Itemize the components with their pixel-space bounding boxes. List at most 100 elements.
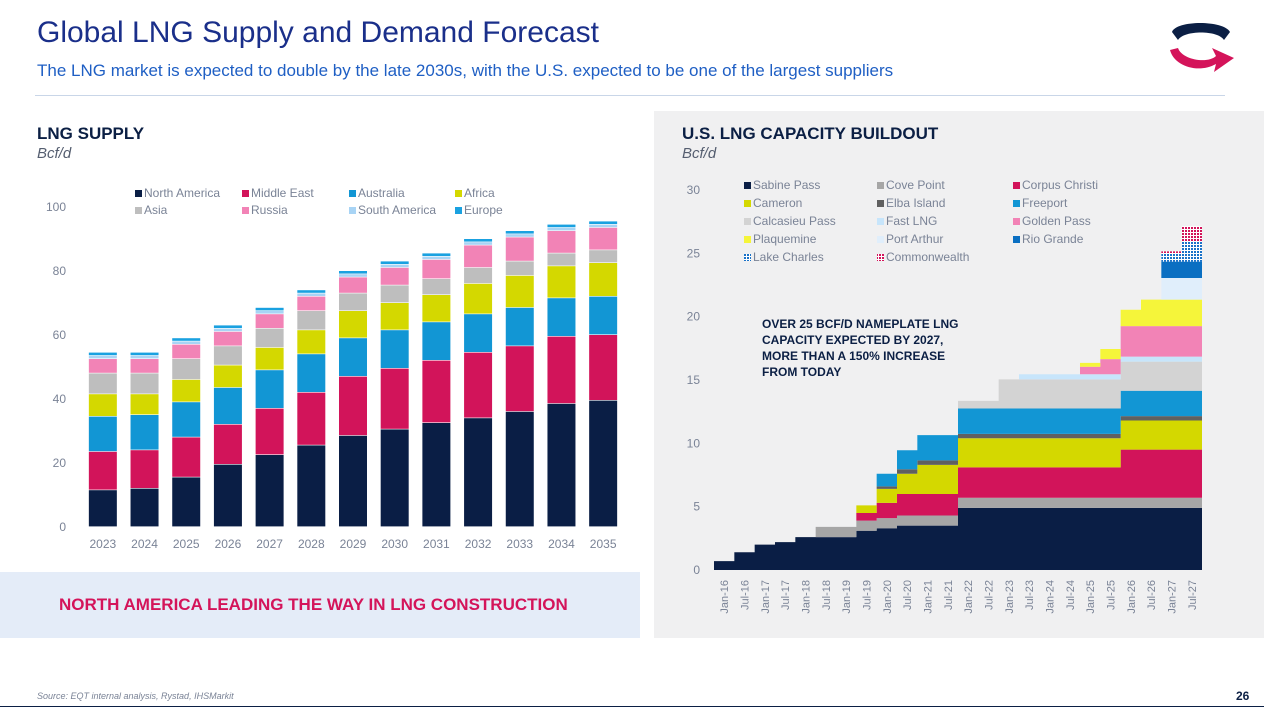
area-freeport: [714, 390, 1202, 562]
x-tick-label: Jan-16: [719, 580, 731, 614]
bar-south-america: [505, 234, 534, 237]
bar-russia: [130, 359, 159, 373]
y-tick-label: 0: [693, 563, 700, 577]
bar-south-america: [255, 311, 284, 314]
x-tick-label: Jul-25: [1106, 580, 1118, 610]
x-tick-label: Jul-21: [943, 580, 955, 610]
bar-south-america: [172, 341, 201, 344]
bar-north-america: [505, 411, 534, 527]
bar-australia: [380, 330, 409, 368]
bar-south-america: [589, 224, 618, 228]
bar-middle-east: [88, 451, 117, 490]
bar-south-america: [380, 264, 409, 268]
bar-africa: [505, 275, 534, 308]
legend-label: Commonwealth: [886, 250, 969, 264]
bar-russia: [380, 267, 409, 285]
bar-africa: [297, 330, 326, 354]
legend-label: Fast LNG: [886, 214, 937, 228]
bar-north-america: [380, 429, 409, 527]
bar-south-america: [547, 227, 576, 231]
legend-label: Cove Point: [886, 178, 945, 192]
bar-south-america: [339, 274, 367, 277]
bar-middle-east: [464, 352, 493, 418]
x-tick-label: Jan-19: [841, 580, 853, 614]
x-tick-label: 2035: [590, 537, 617, 551]
bar-north-america: [297, 445, 326, 527]
legend-swatch: [349, 207, 356, 214]
bar-south-america: [422, 256, 451, 260]
x-tick-label: Jan-27: [1167, 580, 1179, 614]
lng-supply-chart: 0 20 40 60 80 100 2023 2024 2025 2026 2027 2028 2029…: [46, 186, 618, 551]
bar-asia: [130, 373, 159, 394]
legend-label: Europe: [464, 203, 503, 217]
bar-north-america: [464, 418, 493, 527]
x-tick-label: 2033: [506, 537, 533, 551]
x-tick-label: Jan-22: [963, 580, 975, 614]
legend-swatch: [744, 200, 751, 207]
x-tick-label: 2027: [256, 537, 283, 551]
bar-asia: [213, 346, 242, 365]
source-note: Source: EQT internal analysis, Rystad, I…: [37, 691, 234, 701]
bar-europe: [172, 338, 201, 341]
bar-asia: [547, 253, 576, 266]
legend-label: Middle East: [251, 186, 314, 200]
legend-swatch: [877, 218, 884, 225]
bar-australia: [255, 370, 284, 408]
bar-middle-east: [255, 408, 284, 455]
x-tick-label: Jul-24: [1065, 580, 1077, 610]
bar-north-america: [130, 488, 159, 527]
bar-africa: [589, 263, 618, 296]
bar-middle-east: [505, 346, 534, 412]
bar-middle-east: [422, 360, 451, 423]
bar-russia: [88, 359, 117, 373]
legend-swatch: [877, 254, 884, 261]
legend-swatch: [877, 182, 884, 189]
legend-label: Cameron: [753, 196, 802, 210]
page-title: Global LNG Supply and Demand Forecast: [37, 16, 599, 49]
bar-asia: [464, 267, 493, 284]
bar-australia: [339, 338, 367, 376]
area-plaquemine: [714, 299, 1202, 562]
bar-russia: [422, 259, 451, 279]
bar-australia: [589, 296, 618, 335]
bar-south-america: [88, 355, 117, 359]
bar-europe: [589, 221, 618, 224]
bar-middle-east: [339, 376, 367, 436]
bar-australia: [422, 322, 451, 360]
bar-russia: [547, 231, 576, 253]
supply-chart-unit: Bcf/d: [37, 145, 72, 162]
bar-africa: [547, 266, 576, 298]
y-tick-label: 60: [53, 328, 67, 342]
x-tick-label: 2030: [381, 537, 408, 551]
bar-middle-east: [589, 335, 618, 400]
bar-europe: [547, 224, 576, 228]
bar-africa: [422, 295, 451, 322]
bar-south-america: [130, 355, 159, 359]
bar-europe: [255, 307, 284, 311]
bar-north-america: [547, 403, 576, 527]
legend-label: Lake Charles: [753, 250, 824, 264]
y-tick-label: 20: [687, 310, 701, 324]
y-tick-label: 100: [46, 200, 66, 214]
us-chart-unit: Bcf/d: [682, 145, 717, 162]
page-number: 26: [1236, 689, 1250, 703]
legend-swatch: [135, 207, 142, 214]
bar-asia: [589, 250, 618, 263]
bar-north-america: [339, 435, 367, 527]
legend-swatch: [1013, 182, 1020, 189]
x-tick-label: Jan-25: [1085, 580, 1097, 614]
x-tick-label: Jan-24: [1045, 580, 1057, 614]
bar-australia: [464, 314, 493, 352]
y-tick-label: 20: [53, 456, 67, 470]
bar-australia: [172, 402, 201, 437]
x-tick-label: 2024: [131, 537, 158, 551]
y-tick-label: 5: [693, 500, 700, 514]
bar-asia: [172, 359, 201, 380]
page-subtitle: The LNG market is expected to double by …: [37, 61, 894, 80]
area-cameron: [714, 420, 1202, 562]
legend-swatch: [349, 190, 356, 197]
bar-middle-east: [380, 368, 409, 429]
legend-swatch: [877, 236, 884, 243]
legend-swatch: [242, 190, 249, 197]
x-tick-label: 2023: [89, 537, 116, 551]
